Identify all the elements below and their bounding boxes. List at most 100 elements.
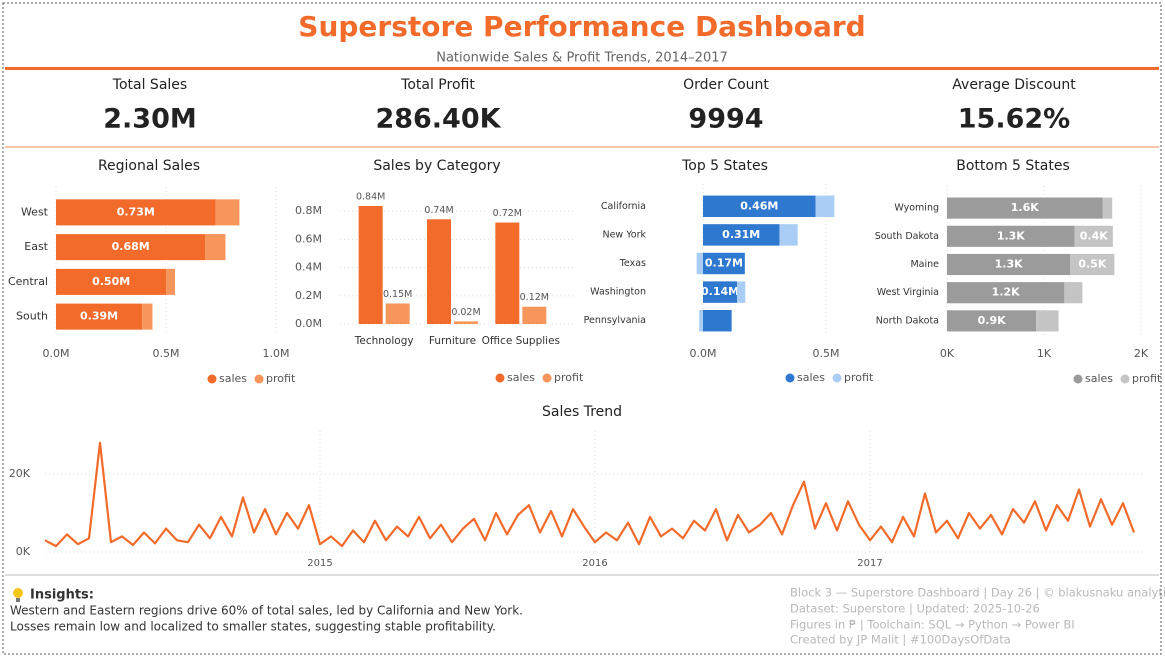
value-label: 0.31M — [722, 228, 760, 241]
value-label: 0.73M — [117, 205, 155, 218]
bar — [737, 281, 746, 303]
x-tick-label: 2017 — [857, 558, 882, 569]
value-label: 0.72M — [493, 208, 522, 219]
bar — [385, 303, 410, 324]
credit-line: Block 3 — Superstore Dashboard | Day 26 … — [790, 586, 1165, 600]
value-label: 0.84M — [356, 192, 385, 203]
legend-label: profit — [1132, 372, 1162, 385]
bar — [947, 253, 1071, 276]
legend-label: profit — [266, 372, 296, 385]
category-label: Maine — [910, 259, 939, 270]
kpi-rule — [5, 146, 1159, 148]
chart-title: Sales Trend — [542, 404, 622, 420]
bar — [1074, 225, 1113, 247]
value-label: 0.15M — [383, 289, 412, 300]
x-tick-label: 0.5M — [153, 347, 180, 360]
bar — [1064, 282, 1083, 304]
legend-label: profit — [844, 371, 874, 384]
kpi-label: Total Sales — [112, 77, 187, 93]
x-tick-label: 1.0M — [263, 347, 290, 360]
chart-title: Sales by Category — [373, 158, 500, 174]
x-tick-label: 2016 — [582, 558, 607, 569]
value-label: 1.2K — [992, 286, 1020, 299]
y-tick-label: 0.2M — [295, 289, 322, 302]
dashboard-title: Superstore Performance Dashboard — [298, 10, 865, 43]
bar — [702, 281, 738, 303]
bar — [56, 199, 216, 226]
value-label: 0.17M — [705, 257, 743, 270]
value-label: 0.39M — [80, 310, 118, 323]
kpi-value: 9994 — [688, 104, 763, 135]
value-label: 0.02M — [451, 307, 480, 318]
bar — [495, 222, 520, 324]
y-tick-label: 0.6M — [295, 232, 322, 245]
category-label: North Dakota — [876, 315, 939, 326]
category-label: Central — [8, 275, 48, 288]
bar — [699, 309, 703, 332]
chart-title: Bottom 5 States — [956, 158, 1070, 174]
insights-title: Insights: — [30, 588, 94, 603]
credit-line: Created by JP Malit | #100DaysOfData — [790, 633, 1011, 647]
x-tick-label: 0.0M — [43, 347, 70, 360]
category-label: New York — [602, 229, 646, 240]
value-label: 0.68M — [112, 240, 150, 253]
category-label: Technology — [354, 335, 414, 347]
category-label: Office Supplies — [482, 335, 560, 347]
value-label: 0.9K — [978, 314, 1006, 327]
bulb-base — [16, 598, 20, 602]
kpi-label: Order Count — [683, 77, 769, 93]
kpi-label: Total Profit — [400, 77, 475, 93]
insight-line: Western and Eastern regions drive 60% of… — [10, 604, 523, 618]
legend-label: sales — [219, 372, 247, 385]
value-label: 0.46M — [740, 199, 778, 212]
chart-title: Regional Sales — [98, 158, 200, 174]
value-label: 0.74M — [424, 205, 453, 216]
bar — [166, 268, 176, 295]
y-tick-label: 0K — [16, 545, 31, 558]
legend-swatch — [1120, 374, 1130, 384]
kpi-value: 2.30M — [103, 104, 197, 135]
legend-swatch — [254, 374, 264, 384]
bar — [702, 195, 816, 218]
bar — [522, 306, 547, 324]
dashboard-subtitle: Nationwide Sales & Profit Trends, 2014–2… — [436, 51, 728, 66]
value-label: 1.3K — [997, 229, 1025, 242]
bar — [56, 234, 206, 261]
bar — [454, 321, 478, 324]
legend-swatch — [207, 374, 217, 384]
value-label: 0.4K — [1080, 229, 1108, 242]
x-tick-label: 0.0M — [689, 347, 716, 360]
bulb-icon — [13, 588, 23, 598]
legend-swatch — [495, 373, 505, 383]
value-label: 1.3K — [995, 258, 1023, 271]
legend-label: sales — [1085, 372, 1113, 385]
category-label: East — [24, 240, 48, 253]
footer-rule — [5, 574, 1159, 576]
category-label: Washington — [590, 287, 646, 298]
legend-swatch — [1073, 374, 1083, 384]
legend-label: profit — [554, 371, 584, 384]
bar — [427, 219, 451, 324]
chart-title: Top 5 States — [681, 158, 768, 174]
bar — [702, 224, 780, 246]
bar — [702, 309, 732, 332]
kpi-value: 15.62% — [958, 104, 1070, 135]
kpi-label: Average Discount — [952, 77, 1076, 93]
bar — [947, 225, 1075, 247]
category-label: South Dakota — [875, 231, 939, 242]
kpi-value: 286.40K — [375, 104, 501, 135]
value-label: 0.12M — [520, 292, 549, 303]
value-label: 1.6K — [1011, 201, 1039, 214]
category-label: California — [601, 201, 646, 212]
bar — [779, 224, 798, 246]
value-label: 0.50M — [92, 275, 130, 288]
bar — [205, 234, 226, 261]
y-tick-label: 0.0M — [295, 317, 322, 330]
bar — [142, 303, 153, 330]
trend-line — [44, 441, 1136, 548]
category-label: Texas — [619, 258, 646, 269]
x-tick-label: 0K — [940, 347, 955, 360]
x-tick-label: 1K — [1037, 347, 1052, 360]
